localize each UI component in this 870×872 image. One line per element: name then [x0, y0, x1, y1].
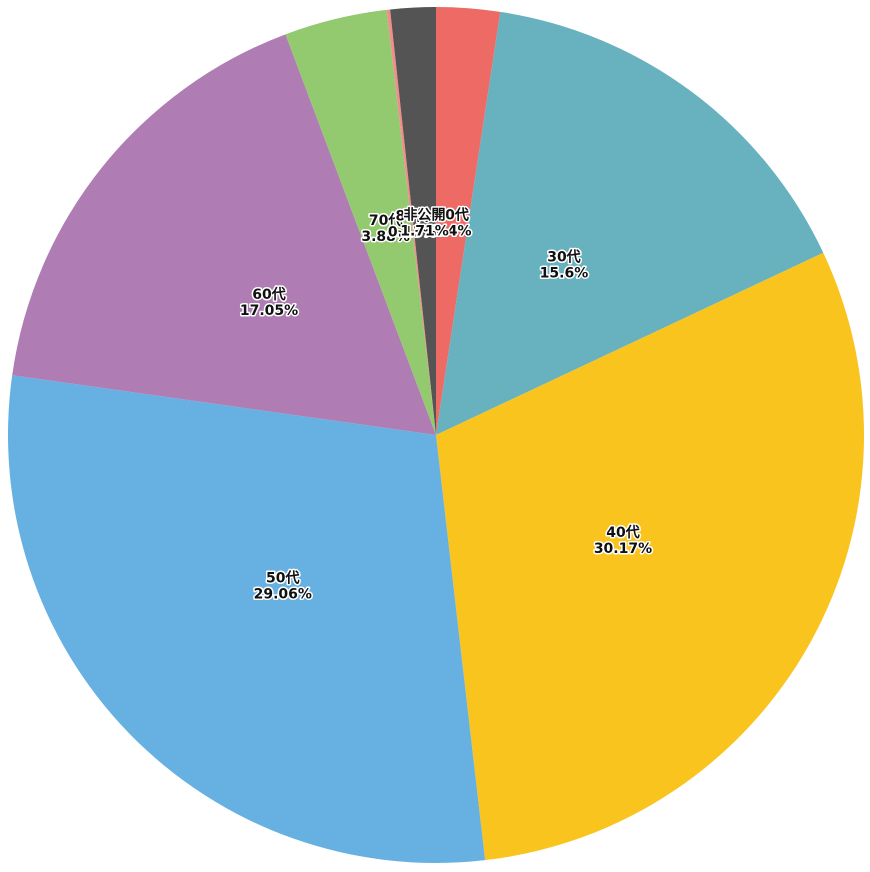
slice-label-7: 非公開: [404, 206, 446, 223]
slice-label-1: 30代: [547, 248, 580, 265]
pie-slice-1[interactable]: [436, 11, 824, 435]
pie-slice-0[interactable]: [436, 7, 501, 435]
pie-slice-3[interactable]: [7, 375, 486, 864]
pie-slice-2[interactable]: [436, 252, 864, 861]
slice-label-6: 80代: [395, 207, 428, 224]
slice-value-label-3: 29.06%: [254, 586, 312, 602]
slice-value-label-2: 30.17%: [594, 541, 652, 557]
pie-slice-6[interactable]: [386, 9, 436, 435]
slice-label-3: 50代: [266, 569, 299, 586]
slice-value-label-4: 17.05%: [240, 303, 298, 319]
slice-label-5: 70代: [369, 212, 402, 229]
pie-slices: [7, 7, 864, 864]
pie-slice-4[interactable]: [12, 34, 436, 436]
slice-value-label-7: 1.71%: [400, 223, 449, 239]
pie-slice-7[interactable]: [390, 7, 436, 435]
pie-slice-5[interactable]: [285, 9, 436, 436]
slice-value-label-0: 2.4%: [433, 224, 472, 240]
slice-label-2: 40代: [606, 524, 639, 541]
slice-value-label-1: 15.6%: [540, 265, 589, 281]
slice-value-label-6: 0.13%: [388, 224, 437, 240]
slice-label-4: 60代: [252, 286, 285, 303]
slice-label-0: 20代: [435, 207, 468, 224]
slice-value-label-5: 3.88%: [361, 229, 410, 245]
